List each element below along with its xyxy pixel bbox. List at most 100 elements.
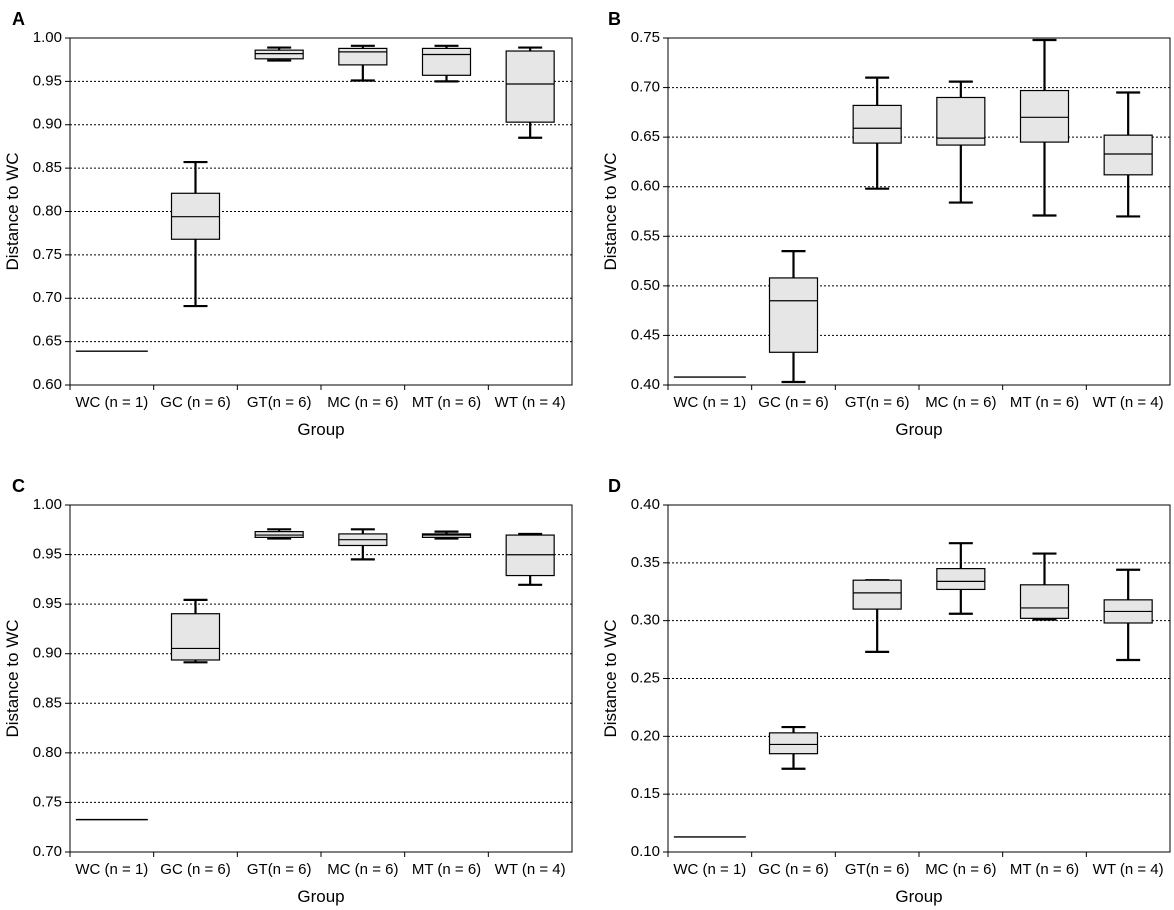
box-4 bbox=[1019, 552, 1070, 621]
box-5 bbox=[505, 46, 555, 139]
y-tick-label: 0.75 bbox=[631, 29, 660, 46]
box-4 bbox=[421, 530, 472, 540]
iqr-box bbox=[421, 47, 472, 76]
box-1 bbox=[170, 598, 221, 664]
plot-frame bbox=[69, 504, 573, 853]
y-tick-label: 0.30 bbox=[631, 612, 660, 629]
y-tick-label: 0.45 bbox=[631, 326, 660, 343]
y-tick-label: 0.65 bbox=[631, 128, 660, 145]
x-tick-label: WC (n = 1) bbox=[75, 394, 148, 411]
y-tick-label: 1.00 bbox=[33, 496, 62, 513]
y-tick-label: 0.85 bbox=[33, 694, 62, 711]
y-tick-label: 0.80 bbox=[33, 202, 62, 219]
panel-label: C bbox=[12, 476, 25, 496]
y-tick-label: 0.10 bbox=[631, 843, 660, 860]
iqr-box bbox=[1019, 89, 1070, 143]
y-tick-label: 0.90 bbox=[33, 116, 62, 133]
y-tick-label: 0.95 bbox=[33, 595, 62, 612]
x-tick-label: GT(n = 6) bbox=[845, 861, 910, 878]
y-tick-label: 0.90 bbox=[33, 645, 62, 662]
iqr-box bbox=[505, 50, 555, 123]
box-5 bbox=[1103, 91, 1153, 218]
iqr-box bbox=[852, 579, 902, 610]
y-tick-label: 0.80 bbox=[33, 744, 62, 761]
x-tick-label: MC (n = 6) bbox=[925, 861, 996, 878]
y-tick-label: 0.70 bbox=[631, 79, 660, 96]
y-axis-label: Distance to WC bbox=[601, 152, 620, 270]
box-2 bbox=[254, 528, 304, 540]
x-tick-label: MT (n = 6) bbox=[1010, 861, 1079, 878]
x-tick-label: MC (n = 6) bbox=[925, 394, 996, 411]
x-tick-label: WT (n = 4) bbox=[1093, 394, 1164, 411]
y-tick-label: 0.60 bbox=[631, 178, 660, 195]
y-tick-label: 0.40 bbox=[631, 496, 660, 513]
x-axis-label: Group bbox=[297, 887, 344, 906]
y-tick-label: 1.00 bbox=[33, 29, 62, 46]
box-3 bbox=[338, 44, 388, 82]
x-tick-label: GC (n = 6) bbox=[758, 861, 828, 878]
y-tick-label: 0.55 bbox=[631, 227, 660, 244]
x-axis-label: Group bbox=[297, 420, 344, 439]
plot-frame bbox=[69, 37, 573, 386]
box-2 bbox=[852, 579, 902, 653]
box-4 bbox=[421, 44, 472, 83]
x-tick-label: WC (n = 1) bbox=[673, 394, 746, 411]
plot-frame bbox=[667, 504, 1171, 853]
panel-c: C 0.70 0.75 0.80 0.85 0.90 0.95 0.95 1.00 WC (n =… bbox=[3, 476, 573, 906]
x-tick-label: WT (n = 4) bbox=[495, 394, 566, 411]
y-tick-label: 0.35 bbox=[631, 554, 660, 571]
y-tick-label: 0.65 bbox=[33, 333, 62, 350]
x-tick-label: WC (n = 1) bbox=[75, 861, 148, 878]
x-tick-label: GT(n = 6) bbox=[247, 861, 312, 878]
x-axis-label: Group bbox=[895, 420, 942, 439]
y-tick-label: 0.40 bbox=[631, 376, 660, 393]
box-1 bbox=[170, 160, 221, 308]
x-tick-label: GC (n = 6) bbox=[160, 394, 230, 411]
y-axis-label: Distance to WC bbox=[3, 619, 22, 737]
iqr-box bbox=[852, 104, 902, 144]
box-3 bbox=[936, 542, 986, 615]
x-tick-label: WC (n = 1) bbox=[673, 861, 746, 878]
y-tick-label: 0.85 bbox=[33, 159, 62, 176]
x-tick-label: GT(n = 6) bbox=[247, 394, 312, 411]
x-tick-label: WT (n = 4) bbox=[495, 861, 566, 878]
x-tick-label: MT (n = 6) bbox=[1010, 394, 1079, 411]
y-tick-label: 0.15 bbox=[631, 785, 660, 802]
iqr-box bbox=[768, 277, 819, 353]
box-5 bbox=[1103, 568, 1153, 662]
iqr-box bbox=[254, 49, 304, 60]
y-tick-label: 0.95 bbox=[33, 546, 62, 563]
box-3 bbox=[936, 80, 986, 204]
y-tick-label: 0.60 bbox=[33, 376, 62, 393]
iqr-box bbox=[768, 732, 819, 755]
panel-label: A bbox=[12, 9, 25, 29]
y-tick-label: 0.25 bbox=[631, 669, 660, 686]
panel-label: B bbox=[608, 9, 621, 29]
iqr-box bbox=[338, 47, 388, 66]
box-5 bbox=[505, 532, 555, 586]
x-axis-label: Group bbox=[895, 887, 942, 906]
y-tick-label: 0.75 bbox=[33, 793, 62, 810]
y-tick-label: 0.20 bbox=[631, 727, 660, 744]
y-tick-label: 0.70 bbox=[33, 843, 62, 860]
x-tick-label: MC (n = 6) bbox=[327, 394, 398, 411]
box-2 bbox=[852, 76, 902, 190]
box-1 bbox=[768, 250, 819, 384]
x-tick-label: GT(n = 6) bbox=[845, 394, 910, 411]
iqr-box bbox=[936, 568, 986, 591]
y-tick-label: 0.50 bbox=[631, 277, 660, 294]
iqr-box bbox=[936, 96, 986, 146]
iqr-box bbox=[1019, 584, 1070, 619]
y-tick-label: 0.95 bbox=[33, 72, 62, 89]
panel-a: A 0.60 0.65 0.70 0.75 0.80 0.85 0.90 0.95 1.00 WC … bbox=[3, 9, 573, 439]
iqr-box bbox=[170, 613, 221, 661]
panel-d: D 0.10 0.15 0.20 0.25 0.30 0.35 0.40 WC (n = 1) G… bbox=[601, 476, 1171, 906]
y-axis-label: Distance to WC bbox=[601, 619, 620, 737]
x-tick-label: GC (n = 6) bbox=[160, 861, 230, 878]
box-1 bbox=[768, 725, 819, 770]
x-tick-label: MC (n = 6) bbox=[327, 861, 398, 878]
panel-label: D bbox=[608, 476, 621, 496]
y-tick-label: 0.75 bbox=[33, 246, 62, 263]
iqr-box bbox=[1103, 134, 1153, 176]
